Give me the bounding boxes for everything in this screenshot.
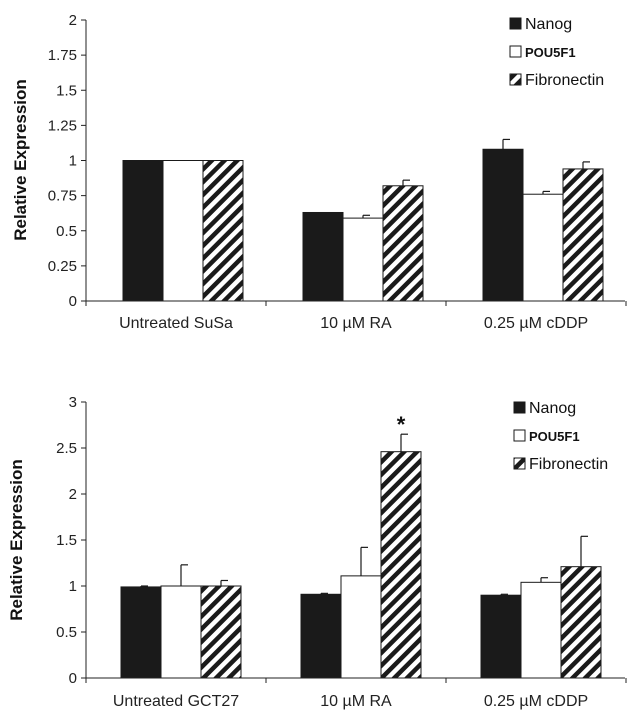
bar-pou5f1 bbox=[520, 581, 562, 679]
significance-marker: * bbox=[397, 412, 406, 437]
bar-fibronectin bbox=[380, 451, 422, 679]
y-tick-label: 0 bbox=[69, 293, 77, 310]
bar-fibronectin bbox=[560, 566, 602, 679]
y-axis-label: Relative Expression bbox=[7, 459, 26, 621]
bar-pou5f1 bbox=[162, 160, 204, 302]
y-tick-label: 1.25 bbox=[48, 117, 77, 134]
legend-label-nanog: Nanog bbox=[525, 16, 572, 33]
axes bbox=[81, 401, 627, 683]
legend-swatch-nanog bbox=[509, 17, 522, 30]
bar-pou5f1 bbox=[340, 575, 382, 679]
y-tick-labels: 0 0.25 0.5 0.75 1 1.25 1.5 1.75 2 bbox=[48, 12, 77, 310]
y-axis-label: Relative Expression bbox=[11, 79, 30, 241]
y-tick-label: 2 bbox=[69, 12, 77, 29]
y-tick-label: 3 bbox=[69, 394, 77, 411]
bar-nanog bbox=[122, 160, 164, 302]
y-tick-label: 2 bbox=[69, 486, 77, 503]
x-category-label: 10 µM RA bbox=[320, 693, 392, 710]
y-tick-label: 1 bbox=[69, 153, 77, 170]
y-tick-label: 1 bbox=[69, 578, 77, 595]
bar-fibronectin bbox=[202, 160, 244, 302]
legend-swatch-pou5f1 bbox=[513, 429, 526, 442]
legend-swatch-fibronectin bbox=[509, 73, 522, 86]
bar-nanog bbox=[480, 594, 522, 679]
x-category-label: 0.25 µM cDDP bbox=[484, 315, 588, 332]
legend-label-pou5f1: POU5F1 bbox=[529, 429, 580, 444]
y-tick-label: 0.75 bbox=[48, 188, 77, 205]
bar-fibronectin bbox=[382, 185, 424, 302]
y-tick-label: 1.75 bbox=[48, 47, 77, 64]
bar-nanog bbox=[482, 148, 524, 302]
legend-label-fibronectin: Fibronectin bbox=[529, 456, 608, 473]
bars bbox=[120, 433, 602, 679]
y-tick-label: 1.5 bbox=[56, 532, 77, 549]
x-category-label: Untreated GCT27 bbox=[113, 693, 239, 710]
bar-nanog bbox=[300, 593, 342, 679]
bar-fibronectin bbox=[562, 168, 604, 302]
y-tick-labels: 0 0.5 1 1.5 2 2.5 3 bbox=[56, 394, 77, 687]
category-labels: Untreated SuSa 10 µM RA 0.25 µM cDDP bbox=[119, 315, 588, 332]
y-tick-label: 0.5 bbox=[56, 223, 77, 240]
bars bbox=[122, 138, 604, 302]
x-category-label: Untreated SuSa bbox=[119, 315, 233, 332]
bar-pou5f1 bbox=[522, 193, 564, 302]
x-category-label: 0.25 µM cDDP bbox=[484, 693, 588, 710]
bar-fibronectin bbox=[200, 585, 242, 679]
legend-swatch-nanog bbox=[513, 401, 526, 414]
y-tick-label: 0 bbox=[69, 670, 77, 687]
legend-swatch-pou5f1 bbox=[509, 45, 522, 58]
chart-gct27: Relative Expression 0 0.5 1 1.5 2 2.5 3 Untrea… bbox=[7, 394, 627, 710]
chart-susa: Relative Expression 0 0.25 0.5 0.75 1 1.25 1.5… bbox=[11, 12, 627, 332]
x-category-label: 10 µM RA bbox=[320, 315, 392, 332]
y-tick-label: 0.5 bbox=[56, 624, 77, 641]
bar-nanog bbox=[302, 211, 344, 302]
y-tick-label: 1.5 bbox=[56, 82, 77, 99]
legend: Nanog POU5F1 Fibronectin bbox=[509, 16, 604, 89]
bar-nanog bbox=[120, 586, 162, 679]
y-tick-label: 2.5 bbox=[56, 440, 77, 457]
bar-pou5f1 bbox=[342, 217, 384, 302]
legend-label-pou5f1: POU5F1 bbox=[525, 45, 576, 60]
legend-label-fibronectin: Fibronectin bbox=[525, 72, 604, 89]
legend-swatch-fibronectin bbox=[513, 457, 526, 470]
legend: Nanog POU5F1 Fibronectin bbox=[513, 400, 608, 473]
legend-label-nanog: Nanog bbox=[529, 400, 576, 417]
y-tick-label: 0.25 bbox=[48, 258, 77, 275]
bar-pou5f1 bbox=[160, 585, 202, 679]
annotations: * bbox=[397, 412, 406, 437]
axes bbox=[81, 19, 627, 306]
category-labels: Untreated GCT27 10 µM RA 0.25 µM cDDP bbox=[113, 693, 588, 710]
